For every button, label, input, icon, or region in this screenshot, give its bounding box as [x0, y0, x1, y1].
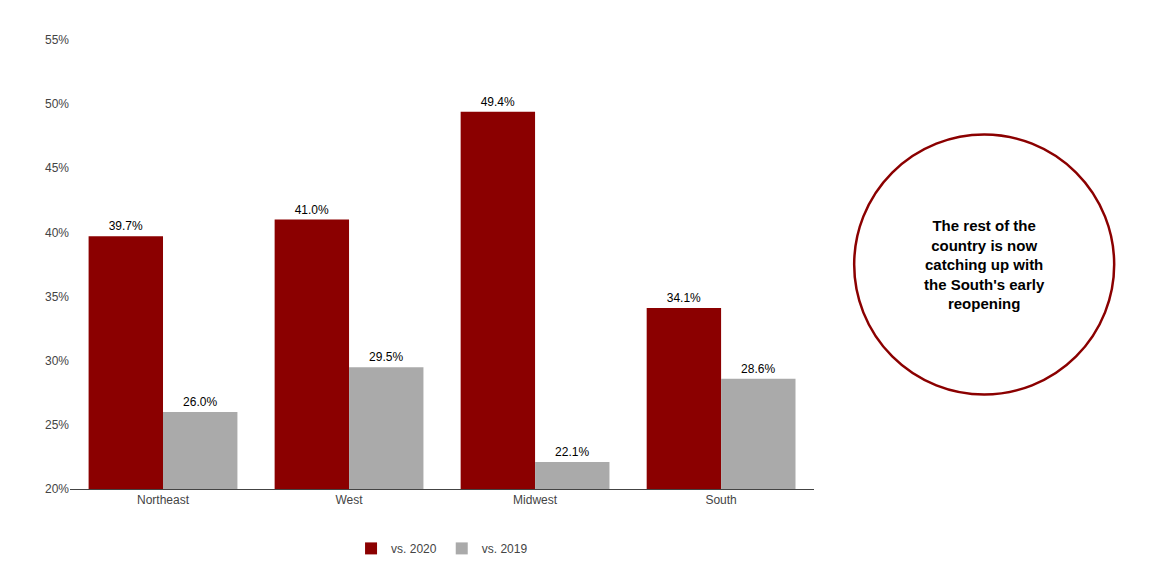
svg-text:35%: 35% [45, 290, 69, 304]
svg-text:50%: 50% [45, 97, 69, 111]
svg-text:Midwest: Midwest [513, 493, 558, 507]
svg-text:South: South [705, 493, 736, 507]
svg-text:26.0%: 26.0% [183, 395, 217, 409]
svg-text:34.1%: 34.1% [667, 291, 701, 305]
svg-text:30%: 30% [45, 354, 69, 368]
svg-text:25%: 25% [45, 418, 69, 432]
svg-text:Northeast: Northeast [137, 493, 190, 507]
svg-text:29.5%: 29.5% [369, 350, 403, 364]
svg-text:vs. 2020: vs. 2020 [391, 542, 437, 556]
svg-text:39.7%: 39.7% [109, 219, 143, 233]
svg-text:vs. 2019: vs. 2019 [482, 542, 528, 556]
svg-text:45%: 45% [45, 161, 69, 175]
svg-text:55%: 55% [45, 33, 69, 47]
svg-text:West: West [335, 493, 363, 507]
svg-text:The rest of thecountry is nowc: The rest of thecountry is nowcatching up… [924, 217, 1045, 312]
svg-text:49.4%: 49.4% [481, 95, 515, 109]
svg-text:40%: 40% [45, 226, 69, 240]
svg-text:41.0%: 41.0% [295, 203, 329, 217]
svg-text:28.6%: 28.6% [741, 362, 775, 376]
svg-text:22.1%: 22.1% [555, 445, 589, 459]
svg-text:20%: 20% [45, 482, 69, 496]
